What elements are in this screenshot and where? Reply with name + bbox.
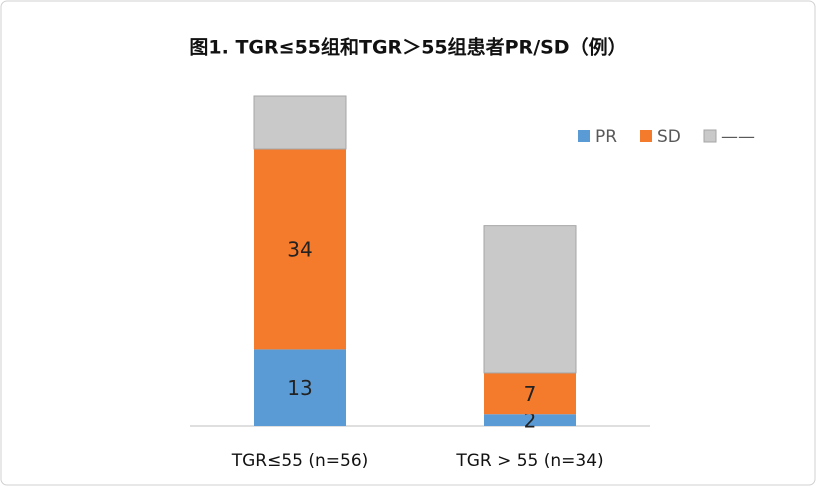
data-label: 7 [524,382,537,406]
bar-segment [254,349,346,426]
data-label: 34 [287,238,312,262]
bar-segment [484,414,576,426]
legend-label: —— [721,127,755,147]
x-tick-label: TGR > 55 (n=34) [455,451,603,471]
legend-swatch [578,130,590,142]
data-label: 13 [287,376,312,400]
legend-label: SD [657,127,681,147]
data-label: 2 [524,409,537,433]
bar-segment [254,149,346,350]
chart-title: 图1. TGR≤55组和TGR＞55组患者PR/SD（例） [189,36,626,59]
legend-swatch [640,130,652,142]
bar-segment [484,372,576,415]
bar-segment [483,225,577,374]
legend-swatch [703,129,717,143]
x-tick-label: TGR≤55 (n=56) [231,451,369,471]
legend-label: PR [595,127,617,147]
bar-segment [253,95,347,150]
